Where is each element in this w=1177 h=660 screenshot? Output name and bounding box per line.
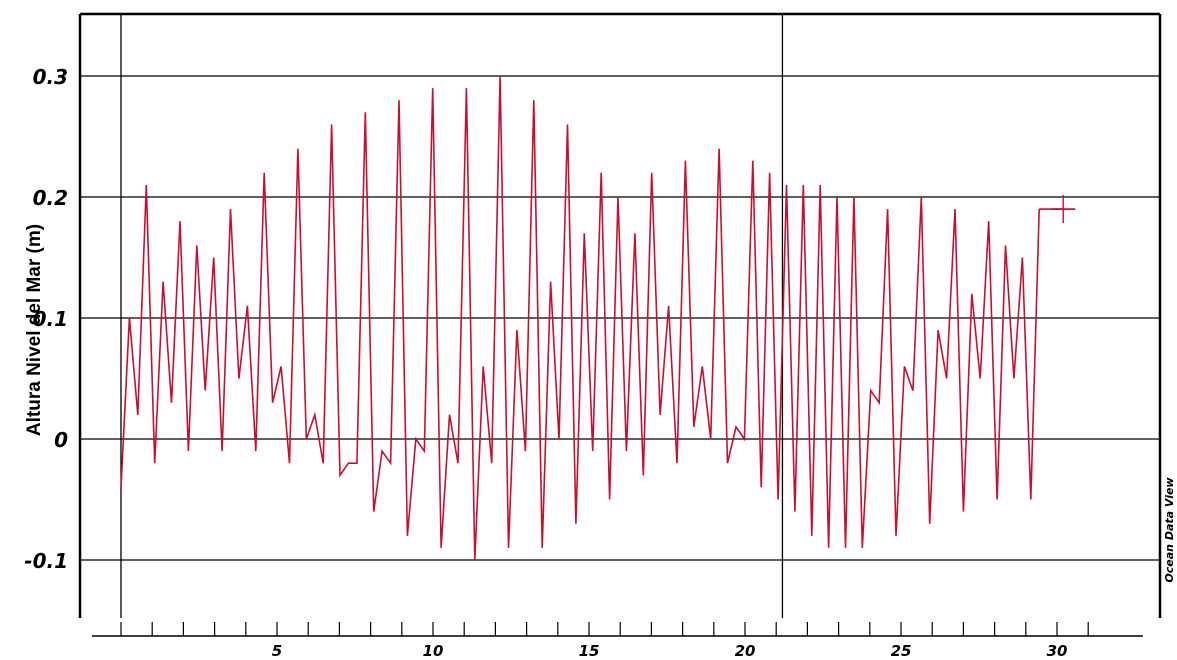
y-tick-label: 0.2 [33,186,68,210]
x-tick-label: 10 [423,642,444,660]
x-tick-label: 5 [272,642,282,660]
x-tick-label: 20 [735,642,756,660]
x-tick-label: 30 [1047,642,1068,660]
y-axis-title: Altura Nivel del Mar (m) [24,224,45,436]
series-layer [120,75,1076,561]
sea-level-series-line [120,75,1040,561]
y-tick-label: 0.1 [33,307,68,331]
tick-layer: 5 10 15 20 25 30 -0.1 0 0.1 0.2 0.3 [24,65,1089,660]
x-tick-label: 25 [891,642,912,660]
y-tick-label: 0 [54,428,68,452]
x-tick-label: 15 [579,642,600,660]
grid-layer [80,14,1160,618]
plot-frame [78,12,1162,637]
y-tick-label: -0.1 [24,549,68,573]
ocean-data-view-watermark: Ocean Data View [1163,477,1176,583]
y-tick-label: 0.3 [33,65,68,89]
